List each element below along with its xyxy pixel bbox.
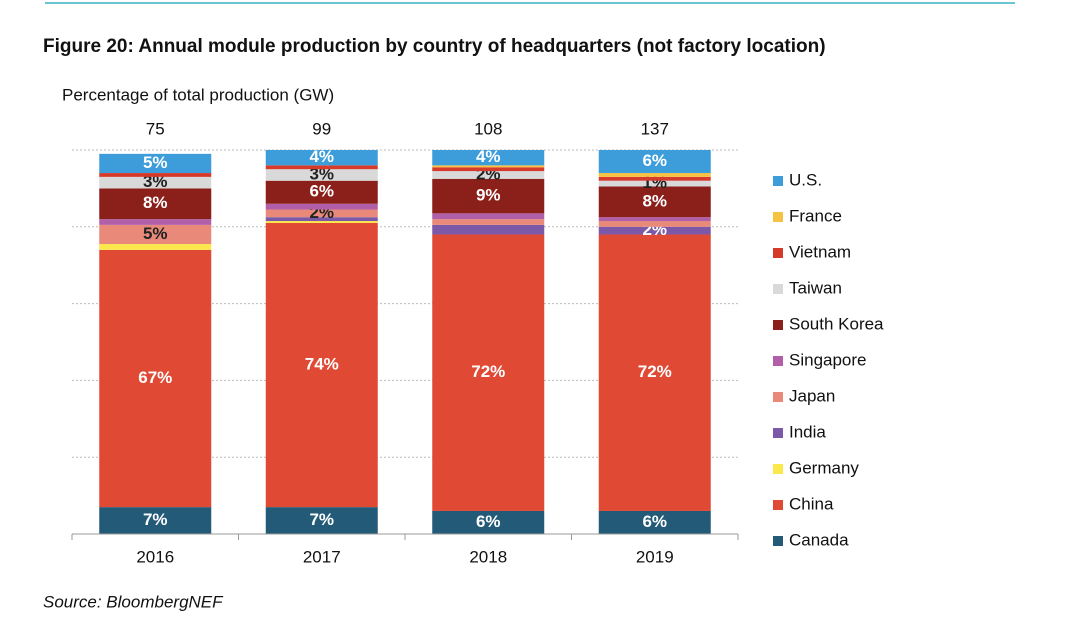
total-label: 108 (474, 119, 502, 138)
bar-segment (598, 173, 711, 177)
bar-segment (99, 507, 212, 534)
legend-label: Canada (789, 530, 849, 549)
legend-label: Vietnam (789, 242, 851, 261)
legend-swatch (773, 464, 783, 474)
bar-segment (598, 226, 711, 235)
bar-segment (598, 176, 711, 181)
bar-segment (99, 176, 212, 189)
total-label: 137 (641, 119, 669, 138)
legend-label: Germany (789, 458, 859, 477)
data-label: 72% (471, 362, 505, 381)
bar-segment (99, 173, 212, 177)
bar-segment (598, 234, 711, 511)
bar-segment (265, 217, 378, 222)
legend-swatch (773, 320, 783, 330)
chart-title: Figure 20: Annual module production by c… (43, 36, 826, 57)
legend-label: Singapore (789, 350, 867, 369)
data-label: 6% (642, 512, 667, 531)
bar-segment (265, 165, 378, 170)
bar-segment (265, 180, 378, 204)
x-tick-label: 2017 (303, 547, 341, 566)
bar-segment (265, 169, 378, 181)
legend-swatch (773, 284, 783, 294)
legend-label: Taiwan (789, 278, 842, 297)
legend-swatch (773, 356, 783, 366)
data-label: 6% (309, 182, 334, 201)
bar-segment (265, 222, 378, 508)
legend-swatch (773, 248, 783, 258)
bar-segment (99, 188, 212, 220)
bar-segment (265, 203, 378, 210)
bar-segment (99, 153, 212, 174)
data-label: 4% (476, 147, 501, 166)
bar-segment (432, 234, 545, 511)
total-label: 75 (146, 119, 165, 138)
data-label: 8% (642, 191, 667, 210)
bar-segment (598, 221, 711, 227)
data-label: 5% (143, 153, 168, 172)
bar-segment (432, 224, 545, 235)
bar-segment (598, 217, 711, 222)
bar-segment (432, 510, 545, 534)
bar-segment (598, 150, 711, 174)
bar-segment (99, 249, 212, 508)
data-label: 6% (476, 512, 501, 531)
bar-segment (432, 219, 545, 225)
legend-swatch (773, 392, 783, 402)
legend-label: U.S. (789, 170, 822, 189)
data-label: 4% (309, 147, 334, 166)
data-label: 6% (642, 151, 667, 170)
legend-label: China (789, 494, 834, 513)
bar-segment (432, 150, 545, 166)
legend-label: France (789, 206, 842, 225)
bar-segment (598, 510, 711, 534)
legend-swatch (773, 500, 783, 510)
legend-swatch (773, 428, 783, 438)
legend-swatch (773, 212, 783, 222)
bar-segment (432, 178, 545, 214)
bar-segment (432, 213, 545, 220)
x-tick-label: 2016 (136, 547, 174, 566)
legend-label: Japan (789, 386, 835, 405)
bar-segment (99, 224, 212, 245)
bar-segment (265, 150, 378, 166)
data-label: 5% (143, 224, 168, 243)
x-tick-label: 2019 (636, 547, 674, 566)
bar-segment (432, 167, 545, 172)
bar-segment (598, 186, 711, 218)
bar-segment (265, 221, 378, 223)
x-tick-label: 2018 (469, 547, 507, 566)
bar-segment (265, 209, 378, 218)
source: Source: BloombergNEF (43, 592, 224, 611)
legend-swatch (773, 176, 783, 186)
data-label: 9% (476, 186, 501, 205)
bar-segment (432, 171, 545, 179)
total-label: 99 (312, 119, 331, 138)
bar-segment (432, 165, 545, 168)
data-label: 7% (143, 510, 168, 529)
legend-swatch (773, 536, 783, 546)
bar-segment (99, 244, 212, 250)
data-label: 7% (309, 510, 334, 529)
bar-segment (99, 219, 212, 225)
bar-segment (598, 180, 711, 187)
data-label: 74% (305, 355, 339, 374)
data-label: 72% (638, 362, 672, 381)
data-label: 67% (138, 368, 172, 387)
data-label: 8% (143, 193, 168, 212)
bar-segment (265, 507, 378, 534)
legend-label: India (789, 422, 826, 441)
legend-label: South Korea (789, 314, 884, 333)
y-axis-label: Percentage of total production (GW) (62, 85, 334, 104)
